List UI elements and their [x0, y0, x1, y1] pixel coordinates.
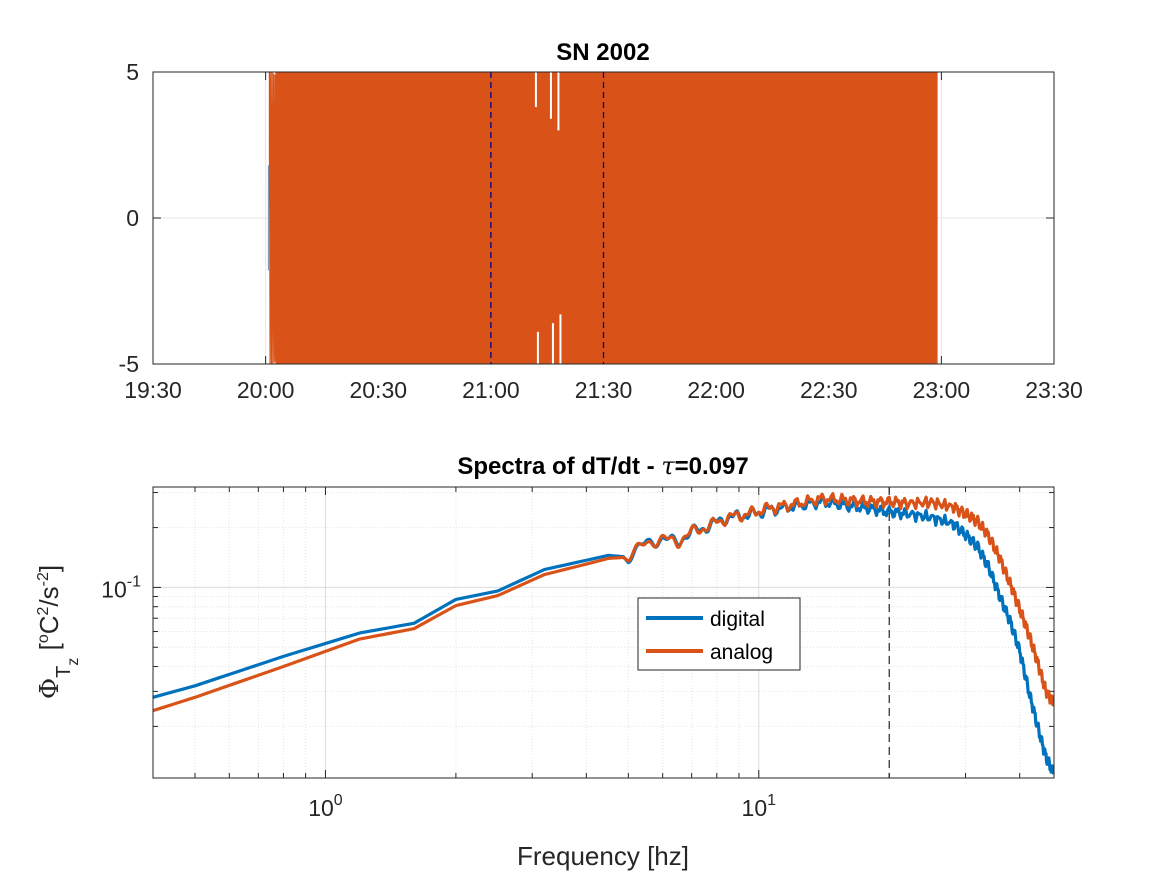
legend-box	[637, 597, 801, 671]
top-x-tick-label: 23:00	[913, 377, 971, 403]
bottom-axes-box	[152, 486, 1055, 779]
top-axes-box	[152, 71, 1055, 365]
top-x-tick-label: 21:30	[575, 377, 633, 403]
bottom-y-tick-label: 10-1	[101, 573, 141, 602]
bottom-x-tick-label: 101	[742, 792, 777, 821]
bottom-y-tick-labels: 10-1	[101, 573, 141, 602]
top-signal	[267, 72, 938, 364]
signal-envelope	[275, 72, 938, 364]
y-axis-label-text: ΦTz [oC2/s-2]	[34, 565, 82, 699]
top-x-tick-label: 21:00	[462, 377, 520, 403]
x-axis-label: Frequency [hz]	[517, 841, 689, 871]
spectra-plot: 100 101 10-1 Spectra of dT/dt - τ=0.097 F…	[34, 452, 1055, 871]
top-x-tick-label: 19:30	[124, 377, 182, 403]
legend: digital analog	[637, 597, 801, 671]
y-axis-label: ΦTz [oC2/s-2]	[34, 565, 82, 699]
top-x-tick-label: 22:00	[687, 377, 745, 403]
top-y-tick-labels: -5 0 5	[119, 59, 139, 377]
bottom-grid	[152, 487, 1054, 778]
bottom-series	[153, 492, 1054, 775]
top-y-tick-label: 0	[126, 205, 139, 231]
bottom-x-tick-label: 100	[308, 792, 343, 821]
bottom-title-text: Spectra of dT/dt -	[457, 453, 661, 480]
time-series-plot: 19:30 20:00 20:30 21:00 21:30 22:00 22:30 23:00…	[119, 39, 1083, 403]
bottom-x-tick-labels: 100 101	[308, 792, 776, 821]
series-line-analog	[153, 492, 1054, 713]
top-x-tick-labels: 19:30 20:00 20:30 21:00 21:30 22:00 22:30 23:00…	[124, 377, 1083, 403]
top-x-tick-label: 20:00	[237, 377, 295, 403]
top-x-tick-label: 20:30	[349, 377, 407, 403]
top-y-tick-label: -5	[119, 351, 139, 377]
top-markers	[490, 72, 605, 364]
signal-onset	[268, 72, 277, 364]
legend-label-analog: analog	[710, 641, 773, 664]
bottom-title-value: =0.097	[675, 453, 749, 480]
top-x-tick-label: 22:30	[800, 377, 858, 403]
top-plot-title: SN 2002	[556, 39, 649, 66]
bottom-plot-title: Spectra of dT/dt - τ=0.097	[457, 452, 748, 480]
bottom-title-tau: τ	[661, 452, 675, 480]
top-x-tick-label: 23:30	[1025, 377, 1083, 403]
legend-label-digital: digital	[710, 608, 765, 631]
bottom-axes-background	[153, 487, 1054, 778]
top-y-tick-label: 5	[126, 59, 139, 85]
